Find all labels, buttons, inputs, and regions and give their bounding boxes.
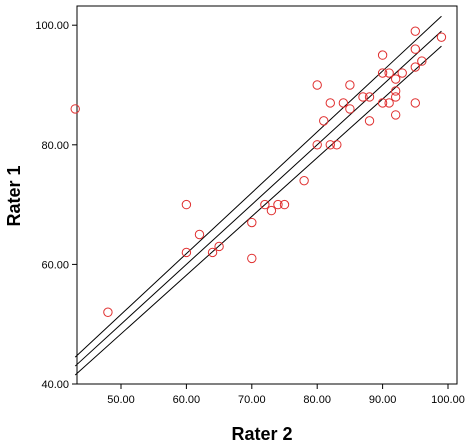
data-points xyxy=(70,26,447,317)
scatter-point xyxy=(377,50,388,60)
scatter-point xyxy=(181,199,192,210)
x-tick-label: 60.00 xyxy=(173,394,201,406)
y-tick-label: 40.00 xyxy=(41,379,69,391)
scatter-point xyxy=(247,253,257,264)
scatter-point xyxy=(332,140,342,150)
scatter-point xyxy=(377,68,388,78)
regression-lines xyxy=(74,15,442,376)
scatter-point xyxy=(390,92,401,102)
scatter-point xyxy=(338,98,349,108)
scatter-point xyxy=(390,74,401,84)
scatter-point xyxy=(325,98,335,108)
scatter-point xyxy=(325,140,335,150)
fit-line-upper xyxy=(74,15,442,358)
scatter-point xyxy=(247,217,257,228)
scatter-point xyxy=(299,175,309,186)
fit-line-fit xyxy=(74,30,442,367)
scatter-point xyxy=(266,205,277,216)
scatter-point xyxy=(70,104,80,114)
x-axis: 50.00 60.00 70.00 80.00 90.00 100.00 xyxy=(107,384,465,406)
scatter-point xyxy=(410,98,420,108)
scatter-point xyxy=(279,199,290,210)
scatter-point xyxy=(410,62,420,72)
scatter-point xyxy=(364,92,375,102)
y-axis-title: Rater 1 xyxy=(4,165,24,226)
scatter-point xyxy=(358,92,368,102)
x-tick-label: 70.00 xyxy=(238,394,266,406)
scatter-point xyxy=(345,80,355,90)
y-tick-label: 80.00 xyxy=(41,140,69,152)
scatter-point xyxy=(312,80,322,90)
scatter-point xyxy=(410,44,420,54)
fit-line-lower xyxy=(74,45,442,376)
scatter-point xyxy=(364,116,375,126)
scatter-point xyxy=(207,247,218,258)
scatter-point xyxy=(214,241,224,252)
x-tick-label: 90.00 xyxy=(369,394,397,406)
scatter-point xyxy=(397,68,407,78)
scatter-point xyxy=(417,56,427,66)
x-axis-title: Rater 2 xyxy=(231,424,292,444)
scatter-point xyxy=(273,199,283,210)
x-tick-label: 80.00 xyxy=(303,394,331,406)
scatter-point xyxy=(377,98,388,108)
scatter-point xyxy=(345,104,355,114)
scatter-point xyxy=(312,140,322,150)
plot-frame xyxy=(76,5,458,385)
scatter-point xyxy=(181,247,192,258)
scatter-point xyxy=(390,86,401,96)
scatter-point xyxy=(436,32,447,42)
x-tick-label: 100.00 xyxy=(431,394,465,406)
scatter-point xyxy=(319,116,329,126)
y-axis: 40.00 60.00 80.00 100.00 xyxy=(35,20,77,391)
scatter-point xyxy=(384,68,394,78)
scatter-point xyxy=(410,26,420,36)
y-tick-label: 60.00 xyxy=(41,259,69,271)
scatter-point xyxy=(194,229,205,240)
y-tick-label: 100.00 xyxy=(35,20,69,32)
x-tick-label: 50.00 xyxy=(107,394,135,406)
scatter-point xyxy=(384,98,394,108)
scatter-point xyxy=(103,307,113,317)
scatter-point xyxy=(260,199,270,210)
scatter-point xyxy=(390,110,401,120)
